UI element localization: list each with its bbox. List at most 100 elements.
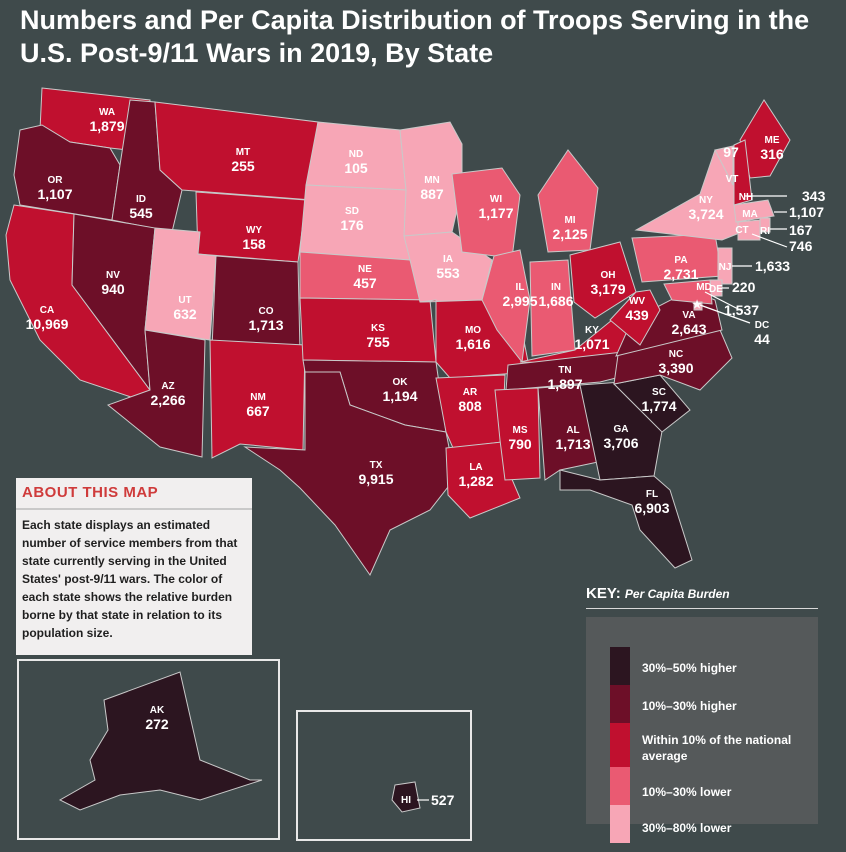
state-nm xyxy=(209,339,306,459)
state-abbr-or: OR xyxy=(48,175,64,186)
state-value-mi: 2,125 xyxy=(552,226,587,242)
state-value-tx: 9,915 xyxy=(358,471,393,487)
state-abbr-me: ME xyxy=(765,135,780,146)
state-value-ga: 3,706 xyxy=(603,435,638,451)
state-abbr-ok: OK xyxy=(393,377,409,388)
legend-heading: KEY: Per Capita Burden xyxy=(586,585,818,609)
state-wv xyxy=(609,289,661,346)
state-abbr-nj: NJ xyxy=(719,262,732,273)
state-abbr-ks: KS xyxy=(371,323,385,334)
state-abbr-nc: NC xyxy=(669,349,683,360)
state-value-ia: 553 xyxy=(436,265,460,281)
state-value-vt: 97 xyxy=(723,144,739,160)
state-value-md: 1,537 xyxy=(724,302,759,318)
state-abbr-mo: MO xyxy=(465,325,481,336)
state-value-ca: 10,969 xyxy=(26,316,69,332)
state-abbr-va: VA xyxy=(682,310,695,321)
legend-swatch-3 xyxy=(610,767,630,805)
state-abbr-sc: SC xyxy=(652,387,666,398)
state-abbr-al: AL xyxy=(566,425,579,436)
state-value-nc: 3,390 xyxy=(658,360,693,376)
state-abbr-fl: FL xyxy=(646,489,658,500)
state-abbr-az: AZ xyxy=(161,381,174,392)
state-nj xyxy=(717,247,733,285)
state-abbr-nd: ND xyxy=(349,149,363,160)
state-abbr-sd: SD xyxy=(345,206,359,217)
state-ma xyxy=(733,199,775,223)
state-abbr-hi: HI xyxy=(401,795,411,806)
state-value-wy: 158 xyxy=(242,236,266,252)
state-mt xyxy=(154,101,319,201)
state-value-nh: 343 xyxy=(802,188,826,204)
leader-md xyxy=(704,291,743,312)
state-tx xyxy=(243,371,456,577)
state-abbr-mn: MN xyxy=(424,175,440,186)
legend-label-0: 30%–50% higher xyxy=(642,661,737,675)
state-abbr-nm: NM xyxy=(250,392,266,403)
state-value-pa: 2,731 xyxy=(663,266,698,282)
legend-swatch-4 xyxy=(610,805,630,843)
hawaii-inset xyxy=(296,710,472,841)
legend-swatch-0 xyxy=(610,647,630,685)
state-wi xyxy=(451,167,521,259)
state-value-wv: 439 xyxy=(625,307,649,323)
state-value-sd: 176 xyxy=(340,217,364,233)
state-abbr-ut: UT xyxy=(178,295,191,306)
state-abbr-la: LA xyxy=(469,462,482,473)
state-abbr-ia: IA xyxy=(443,254,453,265)
state-labels: WA1,879OR1,107CA10,969ID545NV940MT255WY1… xyxy=(26,107,826,808)
state-value-oh: 3,179 xyxy=(590,281,625,297)
state-abbr-ne: NE xyxy=(358,264,372,275)
about-heading: ABOUT THIS MAP xyxy=(16,478,252,510)
legend-label-1: 10%–30% higher xyxy=(642,699,737,713)
state-abbr-ky: KY xyxy=(585,325,599,336)
state-nh xyxy=(733,139,753,206)
state-value-ar: 808 xyxy=(458,398,482,414)
state-md xyxy=(663,279,713,305)
legend-label-2: Within 10% of the national average xyxy=(642,733,792,763)
state-value-nd: 105 xyxy=(344,160,368,176)
state-value-in: 1,686 xyxy=(538,293,573,309)
state-value-fl: 6,903 xyxy=(634,500,669,516)
map-title: Numbers and Per Capita Distribution of T… xyxy=(20,5,810,68)
leader-dc xyxy=(699,304,751,324)
state-abbr-nv: NV xyxy=(106,270,120,281)
state-al xyxy=(537,384,599,481)
state-abbr-ma: MA xyxy=(742,209,758,220)
leader-lines xyxy=(417,195,788,801)
legend-label-4: 30%–80% lower xyxy=(642,821,732,835)
state-value-ny: 3,724 xyxy=(688,206,723,222)
state-value-hi: 527 xyxy=(431,792,455,808)
state-mi xyxy=(537,149,599,253)
state-value-va: 2,643 xyxy=(671,321,706,337)
about-text: Each state displays an estimated number … xyxy=(22,518,238,640)
state-value-co: 1,713 xyxy=(248,317,283,333)
state-abbr-co: CO xyxy=(259,306,274,317)
state-abbr-dc: DC xyxy=(755,320,769,331)
state-co xyxy=(211,255,301,353)
state-value-dc: 44 xyxy=(754,331,770,347)
state-abbr-wv: WV xyxy=(629,296,645,307)
state-value-wa: 1,879 xyxy=(89,118,124,134)
state-abbr-mi: MI xyxy=(564,215,575,226)
state-abbr-de: DE xyxy=(709,284,723,295)
state-abbr-wy: WY xyxy=(246,225,262,236)
state-value-ma: 1,107 xyxy=(789,204,824,220)
legend-box: 30%–50% higher 10%–30% higher Within 10%… xyxy=(586,617,818,843)
state-value-mt: 255 xyxy=(231,158,255,174)
legend: KEY: Per Capita Burden 30%–50% higher 10… xyxy=(586,585,818,843)
state-abbr-nh: NH xyxy=(739,192,753,203)
leader-ct xyxy=(751,233,788,248)
state-value-me: 316 xyxy=(760,146,784,162)
state-abbr-tn: TN xyxy=(558,365,571,376)
state-abbr-ga: GA xyxy=(614,424,629,435)
dc-star-icon: ★ xyxy=(692,299,702,311)
state-abbr-ak: AK xyxy=(150,705,165,716)
state-abbr-ri: RI xyxy=(760,226,770,237)
state-abbr-vt: VT xyxy=(726,174,739,185)
state-value-ak: 272 xyxy=(145,716,169,732)
alaska-inset xyxy=(17,659,280,840)
legend-label-3: 10%–30% lower xyxy=(642,785,732,799)
state-value-sc: 1,774 xyxy=(641,398,676,414)
state-abbr-ar: AR xyxy=(463,387,478,398)
